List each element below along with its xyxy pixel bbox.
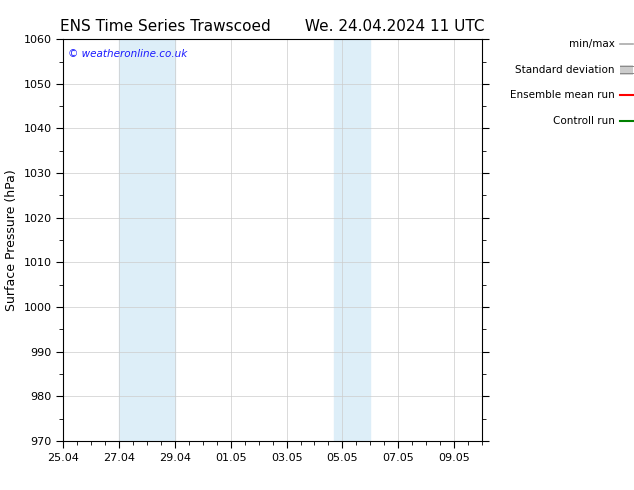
Text: min/max: min/max <box>569 39 615 49</box>
Bar <box>119 39 175 441</box>
Text: Controll run: Controll run <box>553 116 615 125</box>
Text: © weatheronline.co.uk: © weatheronline.co.uk <box>68 49 187 59</box>
Title: ENS Time Series Trawscoed       We. 24.04.2024 11 UTC: ENS Time Series Trawscoed We. 24.04.2024… <box>60 19 485 34</box>
Bar <box>334 39 370 441</box>
Text: Standard deviation: Standard deviation <box>515 65 615 74</box>
Y-axis label: Surface Pressure (hPa): Surface Pressure (hPa) <box>5 169 18 311</box>
Text: Ensemble mean run: Ensemble mean run <box>510 90 615 100</box>
